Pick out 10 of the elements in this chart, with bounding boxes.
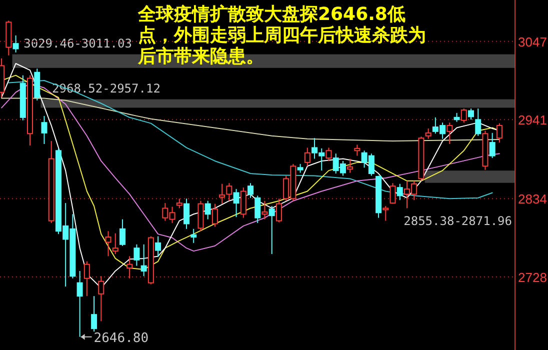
y-tick-label: 2728 [518,270,547,285]
y-tick-label: 3047 [518,34,547,50]
line-series [8,80,493,200]
annotation: 全球疫情扩散致大盘探2646.8低点，外围走弱上周四午后快速杀跌为后市带来隐患。 [138,4,427,67]
band-label: 3029.46-3011.03 [24,36,132,50]
annotation: 2646.80 [94,330,149,346]
y-tick-label: 2941 [518,112,547,128]
band-label: 2855.38-2871.96 [404,214,512,228]
y-tick-label: 2834 [518,192,547,207]
band: 2855.38-2871.96 [404,170,515,228]
